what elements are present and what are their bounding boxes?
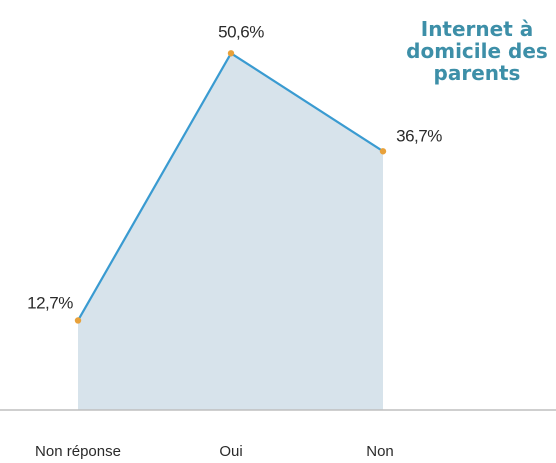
data-point-2 [379, 148, 387, 155]
area-fill [78, 53, 383, 411]
data-label-1: 50,6% [218, 22, 264, 41]
chart-title: Internet à domicile des parents [406, 17, 548, 85]
data-label-0: 12,7% [27, 293, 73, 312]
x-tick-label-1: Oui [219, 443, 242, 460]
x-tick-label-2: Non [366, 443, 394, 460]
data-point-1 [227, 50, 235, 57]
data-label-2: 36,7% [396, 126, 442, 145]
data-point-0 [74, 317, 82, 324]
x-tick-label-0: Non réponse [35, 443, 121, 460]
